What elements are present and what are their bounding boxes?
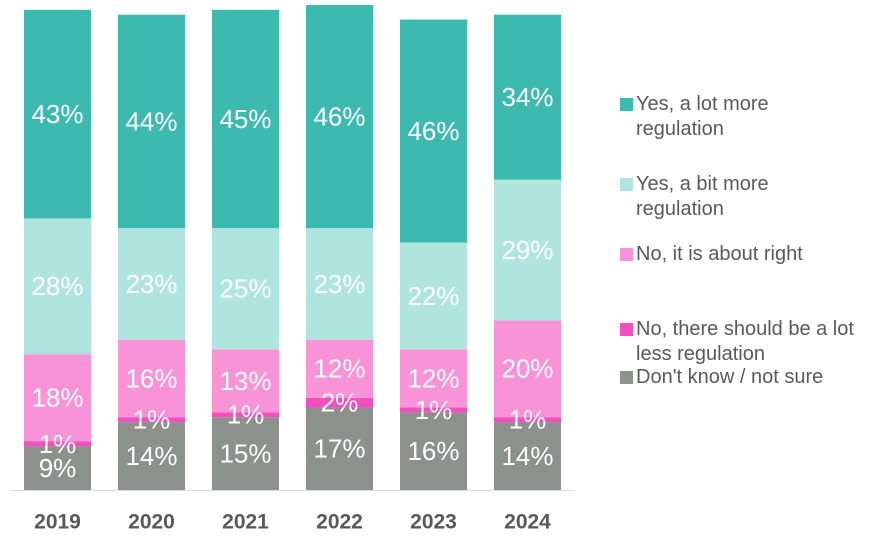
bar-segment bbox=[24, 441, 91, 447]
data-label: 1% bbox=[227, 400, 265, 430]
legend-swatch bbox=[620, 323, 633, 336]
bar-segment bbox=[494, 320, 561, 418]
bar-segment bbox=[118, 417, 185, 423]
data-label: 43% bbox=[31, 99, 83, 129]
legend-label: Don't know / not sure bbox=[636, 366, 824, 388]
bar-segment bbox=[400, 19, 467, 243]
data-label: 45% bbox=[219, 104, 271, 134]
data-label: 17% bbox=[313, 434, 365, 464]
bar-segment bbox=[24, 218, 91, 355]
bar-segment bbox=[400, 349, 467, 408]
x-tick-label: 2022 bbox=[316, 511, 363, 534]
data-label: 1% bbox=[415, 395, 453, 425]
data-label: 16% bbox=[125, 363, 177, 393]
bar-segment bbox=[212, 9, 279, 229]
data-label: 14% bbox=[501, 441, 553, 471]
data-label: 23% bbox=[125, 269, 177, 299]
x-tick-label: 2020 bbox=[128, 511, 175, 534]
data-label: 15% bbox=[219, 439, 271, 469]
legend-swatch bbox=[620, 371, 633, 384]
bar-segment bbox=[24, 9, 91, 219]
bar-segment bbox=[306, 407, 373, 490]
data-label: 34% bbox=[501, 82, 553, 112]
bar-segment bbox=[306, 5, 373, 229]
x-tick-label: 2019 bbox=[34, 511, 81, 534]
bar-segment bbox=[24, 446, 91, 490]
legend-label: Yes, a lot more regulation bbox=[636, 93, 769, 140]
data-label: 1% bbox=[39, 429, 77, 459]
legend-label: No, there should be a lot less regulatio… bbox=[636, 318, 854, 365]
data-label: 44% bbox=[125, 106, 177, 136]
bar-segment bbox=[212, 228, 279, 350]
legend-label: No, it is about right bbox=[636, 243, 803, 265]
bar-segment bbox=[494, 179, 561, 321]
data-label: 13% bbox=[219, 366, 271, 396]
legend-label: Yes, a bit more regulation bbox=[636, 173, 769, 220]
bar-segment bbox=[494, 14, 561, 180]
bar-segment bbox=[494, 417, 561, 423]
data-label: 29% bbox=[501, 235, 553, 265]
legend-entry: No, there should be a lot less regulatio… bbox=[620, 317, 890, 367]
bar-segment bbox=[24, 354, 91, 442]
bar-segment bbox=[118, 14, 185, 229]
x-tick-label: 2021 bbox=[222, 511, 269, 534]
data-label: 9% bbox=[39, 453, 77, 483]
bar-segment bbox=[306, 397, 373, 408]
legend-entry: No, it is about right bbox=[620, 242, 890, 267]
data-label: 25% bbox=[219, 274, 271, 304]
data-label: 12% bbox=[407, 363, 459, 393]
data-label: 16% bbox=[407, 436, 459, 466]
bar-segment bbox=[118, 228, 185, 340]
data-label: 46% bbox=[313, 101, 365, 131]
data-label: 28% bbox=[31, 271, 83, 301]
x-tick-label: 2024 bbox=[504, 511, 551, 534]
bar-segment bbox=[118, 422, 185, 490]
bar-segment bbox=[212, 417, 279, 490]
bar-segment bbox=[306, 339, 373, 398]
bar-segment bbox=[306, 228, 373, 340]
x-tick-label: 2023 bbox=[410, 511, 457, 534]
legend-swatch bbox=[620, 98, 633, 111]
data-label: 12% bbox=[313, 354, 365, 384]
bar-segment bbox=[400, 412, 467, 490]
data-label: 23% bbox=[313, 269, 365, 299]
data-label: 14% bbox=[125, 441, 177, 471]
bar-segment bbox=[400, 407, 467, 413]
data-label: 2% bbox=[321, 388, 359, 418]
bar-segment bbox=[212, 349, 279, 413]
bar-segment bbox=[212, 412, 279, 418]
legend-entry: Yes, a bit more regulation bbox=[620, 172, 890, 222]
data-label: 1% bbox=[509, 405, 547, 435]
bar-segment bbox=[400, 242, 467, 350]
bar-segment bbox=[494, 422, 561, 490]
data-label: 46% bbox=[407, 116, 459, 146]
data-label: 18% bbox=[31, 383, 83, 413]
legend-entry: Don't know / not sure bbox=[620, 365, 890, 390]
data-label: 20% bbox=[501, 354, 553, 384]
legend-entry: Yes, a lot more regulation bbox=[620, 92, 890, 142]
bar-segment bbox=[118, 339, 185, 418]
data-label: 22% bbox=[407, 281, 459, 311]
legend-swatch bbox=[620, 178, 633, 191]
data-label: 1% bbox=[133, 405, 171, 435]
legend-swatch bbox=[620, 248, 633, 261]
